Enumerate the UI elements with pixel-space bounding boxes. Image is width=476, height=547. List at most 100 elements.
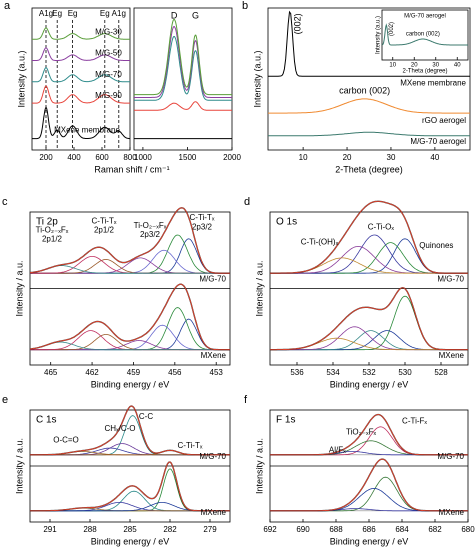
series-label: rGO aerogel <box>422 116 466 125</box>
x-axis-label: Binding energy / eV <box>91 379 170 389</box>
annotation: 2p3/2 <box>192 222 213 231</box>
annotation: Al/Fₓ <box>329 445 346 454</box>
raw-spectrum <box>29 283 230 351</box>
annotation: C-Ti-Tₓ <box>92 216 117 225</box>
inset-background <box>382 10 468 60</box>
y-axis-label: Intensity / a.u. <box>14 260 24 316</box>
series-label: MXene membrane <box>54 126 120 135</box>
annotation: CHₓ/C-O <box>104 424 135 433</box>
subplot-label: M/G-70 <box>199 452 226 461</box>
x-tick-label: 800 <box>123 153 137 162</box>
subplot-label: MXene <box>439 508 465 517</box>
x-tick-label: 285 <box>123 525 137 534</box>
x-tick-label: 528 <box>434 368 448 377</box>
x-tick-label: 532 <box>362 368 376 377</box>
annotation: C-C <box>139 412 153 421</box>
fit-component <box>29 265 230 274</box>
fit-component <box>30 307 230 351</box>
x-tick-label: 10 <box>299 153 308 162</box>
fit-component <box>30 249 230 274</box>
x-tick-label: 684 <box>395 525 409 534</box>
fit-envelope <box>30 405 230 456</box>
fit-envelope <box>270 458 468 512</box>
chart-title: O 1s <box>276 217 297 228</box>
annotation: C-Ti-Fₓ <box>402 416 427 425</box>
series-label: M/G-90 <box>95 91 122 100</box>
x-tick-label: 200 <box>39 153 53 162</box>
annotation: Quinones <box>419 241 453 250</box>
annotation: TiO₂₋ₓFₓ <box>346 428 376 437</box>
spectrum-line <box>268 98 470 114</box>
subplot-label: MXene <box>201 351 227 360</box>
spectrum-line <box>32 27 130 40</box>
annotation: 2p1/2 <box>42 235 63 244</box>
fit-component <box>270 330 468 351</box>
x-tick-label: 288 <box>83 525 97 534</box>
x-tick-label: 456 <box>168 368 182 377</box>
x-axis-label: Binding energy / eV <box>91 536 170 546</box>
plot-frame <box>31 7 131 151</box>
spectrum-line <box>134 26 232 98</box>
annotation: Eg <box>52 9 62 18</box>
plot-frame <box>133 7 233 151</box>
x-tick-label: 680 <box>461 525 475 534</box>
spectrum-line <box>134 36 232 101</box>
annotation: 2p1/2 <box>94 225 115 234</box>
x-tick-label: 534 <box>326 368 340 377</box>
fit-component <box>270 330 468 351</box>
y-axis-label: Intensity (a.u.) <box>252 50 262 107</box>
annotation: (002) <box>292 13 302 34</box>
series-label: M/G-70 aerogel <box>410 137 466 146</box>
fit-envelope <box>270 414 468 456</box>
fit-component <box>29 341 230 351</box>
panel-label: c <box>2 196 8 208</box>
x-tick-label: 30 <box>387 153 396 162</box>
x-tick-label: 279 <box>203 525 217 534</box>
fit-component <box>270 257 468 274</box>
x-tick-label: 536 <box>290 368 304 377</box>
annotation: C-Ti-Tₓ <box>178 441 203 450</box>
x-tick-label: 1000 <box>134 153 152 162</box>
annotation: 2p3/2 <box>140 230 161 239</box>
fit-envelope <box>29 283 230 351</box>
x-tick-label: 20 <box>411 63 418 69</box>
spectrum-line <box>32 106 130 140</box>
x-tick-label: 40 <box>430 153 439 162</box>
series-label: M/G-30 <box>95 27 122 36</box>
x-tick-label: 10 <box>389 63 396 69</box>
series-label: M/G-70 <box>95 70 122 79</box>
y-axis-label: Intensity / a.u. <box>254 260 264 316</box>
fit-component <box>270 326 468 351</box>
fit-component <box>270 245 468 274</box>
panel-label: f <box>244 394 248 406</box>
x-tick-label: 465 <box>44 368 58 377</box>
panel-label: e <box>2 394 8 406</box>
annotation: (002) <box>389 22 395 36</box>
spectrum-line <box>32 47 130 61</box>
annotation: Ti-O₂₋ₓFₓ <box>134 221 167 230</box>
y-axis-label: Intensity / a.u. <box>14 438 24 494</box>
annotation: Eg <box>100 9 110 18</box>
x-tick-label: 453 <box>210 368 224 377</box>
annotation: D <box>171 10 178 20</box>
annotation: Eg <box>68 9 78 18</box>
x-tick-label: 291 <box>43 525 57 534</box>
annotation: carbon (002) <box>339 85 390 95</box>
spectrum-line <box>32 67 130 83</box>
fit-component <box>270 476 468 512</box>
annotation: G <box>192 10 199 20</box>
spectrum-line <box>134 101 232 111</box>
chart-title: Ti 2p <box>36 217 58 228</box>
chart-title: M/G-70 aerogel <box>404 14 446 20</box>
x-tick-label: 692 <box>263 525 277 534</box>
subplot-label: MXene <box>439 351 465 360</box>
panel-label: d <box>244 196 250 208</box>
subplot-label: M/G-70 <box>437 275 464 284</box>
y-axis-label: Intensity (a.u.) <box>16 50 26 107</box>
fit-envelope <box>270 200 468 274</box>
annotation: A1g <box>112 9 126 18</box>
annotation: O-C=O <box>53 435 79 444</box>
x-tick-label: 600 <box>95 153 109 162</box>
x-axis-label: Binding energy / eV <box>330 379 409 389</box>
